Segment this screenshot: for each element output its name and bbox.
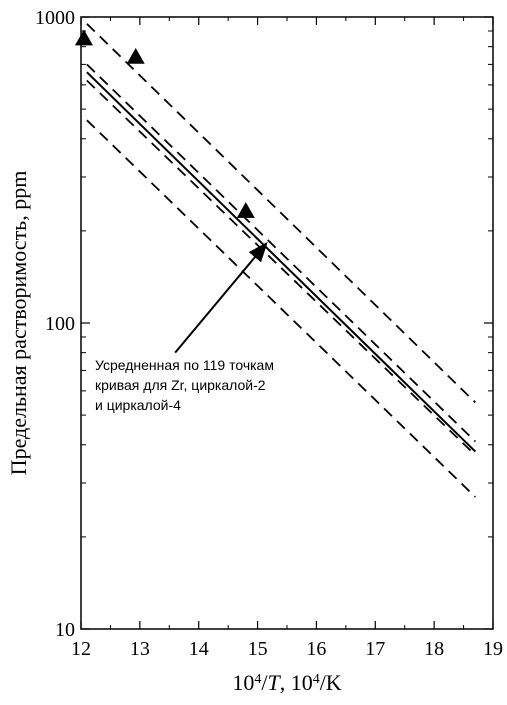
data-point-triangle [236, 202, 255, 218]
x-tick-label: 18 [424, 638, 444, 660]
ticks: 12 13 14 15 16 17 18 19 10 100 1000 [35, 7, 503, 660]
plot-frame [80, 16, 494, 630]
mean-curve-line [86, 71, 477, 453]
x-axis-label: 104/T, 104/K [232, 670, 341, 695]
x-tick-label: 15 [248, 638, 268, 660]
annotation-text-line: Усредненная по 119 точкам [95, 357, 274, 373]
x-tick-label: 13 [130, 638, 150, 660]
x-tick-label: 17 [365, 638, 385, 660]
series [86, 23, 477, 498]
x-tick-label: 14 [189, 638, 209, 660]
annotation-arrow [174, 241, 268, 354]
x-tick-label: 12 [71, 638, 91, 660]
x-axis-label-sup2: 4 [313, 672, 320, 687]
x-tick-label: 19 [483, 638, 503, 660]
x-axis-label-unit: /K [320, 670, 342, 695]
data-point-triangle [74, 29, 93, 46]
x-axis-label-slash: / [261, 670, 268, 695]
y-axis-label: Предельная растворимость, ppm [6, 171, 31, 476]
bound-dashed-line [86, 23, 476, 404]
data-point-triangle [126, 48, 145, 64]
y-tick-label: 100 [45, 313, 75, 335]
markers [74, 29, 255, 218]
y-tick-label: 1000 [35, 7, 75, 29]
bound-dashed-line [86, 119, 476, 498]
x-axis-label-sup: 4 [254, 672, 261, 687]
x-axis-label-var: T [267, 670, 281, 695]
annotation-text-line: и циркалой-4 [95, 397, 181, 413]
y-tick-label: 10 [55, 619, 75, 641]
annotation-text-line: кривая для Zr, циркалой-2 [95, 377, 266, 393]
annotation: Усредненная по 119 точкам кривая для Zr, … [95, 241, 274, 413]
bound-dashed-line [86, 63, 476, 443]
x-axis-label-rest: , 10 [280, 670, 313, 695]
x-axis-label-base: 10 [232, 670, 254, 695]
x-tick-label: 16 [306, 638, 326, 660]
